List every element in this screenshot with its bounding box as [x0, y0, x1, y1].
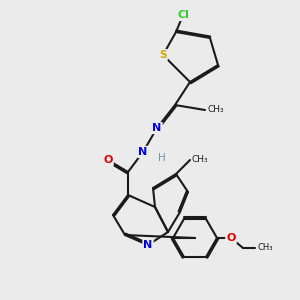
Text: Cl: Cl: [177, 10, 189, 20]
Text: H: H: [158, 153, 166, 163]
Text: N: N: [138, 147, 148, 157]
Text: N: N: [143, 240, 153, 250]
Text: O: O: [226, 233, 236, 243]
Text: CH₃: CH₃: [192, 155, 208, 164]
Text: CH₃: CH₃: [207, 106, 224, 115]
Text: N: N: [152, 123, 162, 133]
Text: O: O: [103, 155, 113, 165]
Text: CH₃: CH₃: [257, 244, 272, 253]
Text: S: S: [159, 50, 167, 60]
